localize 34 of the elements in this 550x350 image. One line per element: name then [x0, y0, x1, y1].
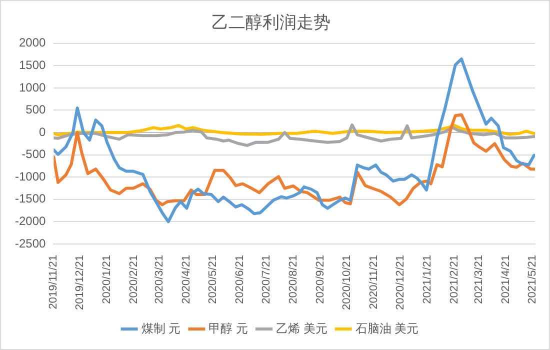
x-tick-label: 2020/4/21 — [180, 254, 193, 304]
y-tick-label: 1000 — [18, 80, 46, 94]
y-tick-label: -500 — [22, 147, 46, 162]
x-tick-label: 2020/11/21 — [368, 254, 380, 310]
y-tick-label: 2000 — [18, 36, 46, 50]
legend-label: 乙烯 美元 — [276, 321, 328, 336]
x-tick-label: 2021/2/21 — [448, 254, 461, 304]
x-tick-label: 2020/7/21 — [260, 254, 272, 304]
x-tick-label: 2020/9/21 — [314, 254, 327, 304]
x-tick-label: 2020/10/21 — [340, 254, 353, 310]
y-tick-label: -1000 — [14, 169, 46, 184]
x-tick-label: 2020/3/21 — [154, 254, 166, 304]
x-tick-label: 2020/12/21 — [394, 254, 406, 310]
x-tick-label: 2020/8/21 — [288, 254, 300, 304]
y-tick-label: -2000 — [14, 214, 46, 228]
x-tick-label: 2020/2/21 — [128, 254, 140, 304]
legend-label: 煤制 元 — [141, 321, 181, 336]
x-tick-label: 2021/5/21 — [526, 254, 538, 304]
x-tick-label: 2020/1/21 — [101, 254, 114, 304]
legend-label: 甲醇 元 — [208, 321, 248, 336]
x-tick-label: 2019/12/21 — [74, 254, 86, 310]
x-tick-label: 2021/4/21 — [500, 254, 512, 304]
x-tick-label: 2020/5/21 — [206, 254, 219, 304]
y-tick-label: -1500 — [14, 192, 46, 206]
legend-label: 石脑油 美元 — [355, 321, 419, 336]
x-tick-label: 2019/11/21 — [48, 254, 60, 310]
chart-title: 乙二醇利润走势 — [212, 12, 330, 32]
x-tick-label: 2021/3/21 — [473, 254, 486, 304]
y-tick-label: -2500 — [14, 236, 46, 250]
y-tick-label: 500 — [26, 102, 46, 117]
y-tick-label: 0 — [39, 124, 46, 139]
y-tick-label: 1500 — [18, 58, 46, 72]
x-tick-label: 2021/1/21 — [421, 254, 434, 304]
x-tick-label: 2020/6/21 — [234, 254, 246, 304]
